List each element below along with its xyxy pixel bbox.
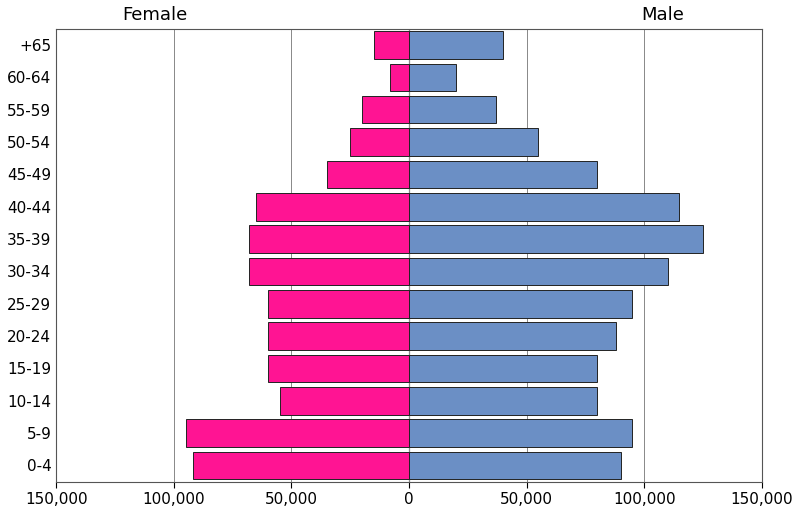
Text: Male: Male [642,6,685,24]
Bar [409,387,597,414]
Bar [193,452,409,479]
Bar [409,96,496,123]
Bar [409,64,456,91]
Bar [409,128,538,156]
Bar [350,128,409,156]
Bar [409,322,616,350]
Bar [268,355,409,382]
Bar [409,290,632,318]
Bar [268,290,409,318]
Bar [326,161,409,188]
Bar [409,161,597,188]
Bar [268,322,409,350]
Bar [249,225,409,253]
Bar [409,419,632,447]
Bar [362,96,409,123]
Bar [409,225,703,253]
Bar [409,355,597,382]
Bar [409,31,503,59]
Bar [280,387,409,414]
Bar [409,258,668,285]
Bar [256,193,409,221]
Bar [186,419,409,447]
Bar [249,258,409,285]
Bar [374,31,409,59]
Bar [409,452,621,479]
Text: Female: Female [122,6,187,24]
Bar [409,193,679,221]
Bar [390,64,409,91]
